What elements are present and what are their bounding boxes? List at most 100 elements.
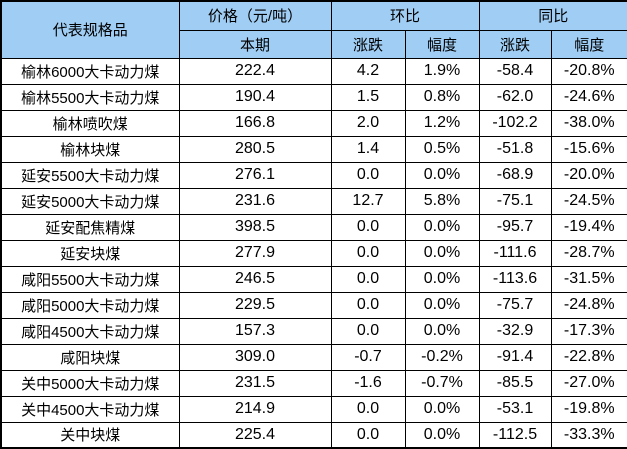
table-header: 代表规格品 价格（元/吨） 环比 同比 本期 涨跌 幅度 涨跌 幅度 — [0, 0, 627, 59]
yoy-rate-cell: -31.5% — [550, 265, 627, 293]
yoy-change-cell: -85.5 — [478, 369, 552, 397]
table-row: 延安块煤 277.9 0.0 0.0% -111.6 -28.7% — [0, 239, 627, 267]
price-current-cell: 398.5 — [178, 213, 332, 241]
table-row: 榆林喷吹煤 166.8 2.0 1.2% -102.2 -38.0% — [0, 109, 627, 137]
product-name-cell: 咸阳5000大卡动力煤 — [0, 291, 180, 319]
yoy-change-cell: -53.1 — [478, 395, 552, 423]
price-current-cell: 246.5 — [178, 265, 332, 293]
price-current-cell: 231.6 — [178, 187, 332, 215]
mom-change-cell: -0.7 — [330, 343, 406, 371]
mom-change-cell: 0.0 — [330, 265, 406, 293]
yoy-change-cell: -75.7 — [478, 291, 552, 319]
yoy-change-cell: -75.1 — [478, 187, 552, 215]
yoy-rate-cell: -28.7% — [550, 239, 627, 267]
yoy-rate-cell: -19.8% — [550, 395, 627, 423]
product-name-cell: 榆林块煤 — [0, 135, 180, 163]
header-price-current: 本期 — [178, 29, 332, 59]
price-current-cell: 277.9 — [178, 239, 332, 267]
header-product: 代表规格品 — [0, 0, 180, 59]
header-mom-change: 涨跌 — [330, 29, 406, 59]
product-name-cell: 延安配焦精煤 — [0, 213, 180, 241]
yoy-rate-cell: -38.0% — [550, 109, 627, 137]
yoy-change-cell: -51.8 — [478, 135, 552, 163]
yoy-rate-cell: -22.8% — [550, 343, 627, 371]
product-name-cell: 关中块煤 — [0, 421, 180, 449]
header-yoy-change: 涨跌 — [478, 29, 552, 59]
yoy-change-cell: -113.6 — [478, 265, 552, 293]
table-row: 关中块煤 225.4 0.0 0.0% -112.5 -33.3% — [0, 421, 627, 449]
product-name-cell: 关中5000大卡动力煤 — [0, 369, 180, 397]
mom-change-cell: 0.0 — [330, 317, 406, 345]
product-name-cell: 榆林5500大卡动力煤 — [0, 83, 180, 111]
mom-rate-cell: 0.5% — [404, 135, 480, 163]
header-sub-row: 本期 涨跌 幅度 涨跌 幅度 — [1, 29, 627, 59]
product-name-cell: 咸阳5500大卡动力煤 — [0, 265, 180, 293]
mom-change-cell: 4.2 — [330, 57, 406, 85]
product-name-cell: 咸阳4500大卡动力煤 — [0, 317, 180, 345]
mom-rate-cell: 0.0% — [404, 291, 480, 319]
mom-rate-cell: 0.0% — [404, 239, 480, 267]
price-current-cell: 229.5 — [178, 291, 332, 319]
mom-change-cell: 1.4 — [330, 135, 406, 163]
header-price-group: 价格（元/吨） — [178, 0, 332, 31]
price-current-cell: 190.4 — [178, 83, 332, 111]
price-current-cell: 157.3 — [178, 317, 332, 345]
product-name-cell: 延安块煤 — [0, 239, 180, 267]
price-current-cell: 231.5 — [178, 369, 332, 397]
table-row: 延安配焦精煤 398.5 0.0 0.0% -95.7 -19.4% — [0, 213, 627, 241]
mom-change-cell: 0.0 — [330, 161, 406, 189]
table-row: 延安5500大卡动力煤 276.1 0.0 0.0% -68.9 -20.0% — [0, 161, 627, 189]
mom-rate-cell: 1.9% — [404, 57, 480, 85]
mom-rate-cell: 0.0% — [404, 395, 480, 423]
product-name-cell: 关中4500大卡动力煤 — [0, 395, 180, 423]
yoy-rate-cell: -20.8% — [550, 57, 627, 85]
header-yoy-rate: 幅度 — [550, 29, 627, 59]
table-row: 榆林5500大卡动力煤 190.4 1.5 0.8% -62.0 -24.6% — [0, 83, 627, 111]
mom-change-cell: 12.7 — [330, 187, 406, 215]
table-row: 咸阳块煤 309.0 -0.7 -0.2% -91.4 -22.8% — [0, 343, 627, 371]
yoy-change-cell: -62.0 — [478, 83, 552, 111]
mom-change-cell: 0.0 — [330, 213, 406, 241]
yoy-change-cell: -91.4 — [478, 343, 552, 371]
mom-change-cell: -1.6 — [330, 369, 406, 397]
mom-rate-cell: -0.2% — [404, 343, 480, 371]
yoy-change-cell: -111.6 — [478, 239, 552, 267]
price-current-cell: 214.9 — [178, 395, 332, 423]
yoy-rate-cell: -24.8% — [550, 291, 627, 319]
header-yoy-group: 同比 — [478, 0, 627, 31]
price-current-cell: 276.1 — [178, 161, 332, 189]
table-row: 咸阳5500大卡动力煤 246.5 0.0 0.0% -113.6 -31.5% — [0, 265, 627, 293]
mom-change-cell: 0.0 — [330, 239, 406, 267]
yoy-rate-cell: -24.6% — [550, 83, 627, 111]
table-row: 延安5000大卡动力煤 231.6 12.7 5.8% -75.1 -24.5% — [0, 187, 627, 215]
table-row: 咸阳4500大卡动力煤 157.3 0.0 0.0% -32.9 -17.3% — [0, 317, 627, 345]
mom-change-cell: 2.0 — [330, 109, 406, 137]
table-body: 榆林6000大卡动力煤 222.4 4.2 1.9% -58.4 -20.8% 榆林5500… — [0, 57, 627, 449]
mom-rate-cell: 5.8% — [404, 187, 480, 215]
product-name-cell: 延安5500大卡动力煤 — [0, 161, 180, 189]
mom-rate-cell: 0.0% — [404, 317, 480, 345]
price-current-cell: 309.0 — [178, 343, 332, 371]
table-row: 关中5000大卡动力煤 231.5 -1.6 -0.7% -85.5 -27.0% — [0, 369, 627, 397]
mom-rate-cell: 1.2% — [404, 109, 480, 137]
header-mom-group: 环比 — [330, 0, 480, 31]
mom-change-cell: 0.0 — [330, 421, 406, 449]
mom-change-cell: 0.0 — [330, 291, 406, 319]
price-current-cell: 222.4 — [178, 57, 332, 85]
yoy-change-cell: -112.5 — [478, 421, 552, 449]
price-current-cell: 280.5 — [178, 135, 332, 163]
yoy-rate-cell: -19.4% — [550, 213, 627, 241]
yoy-rate-cell: -17.3% — [550, 317, 627, 345]
mom-change-cell: 0.0 — [330, 395, 406, 423]
product-name-cell: 咸阳块煤 — [0, 343, 180, 371]
yoy-rate-cell: -24.5% — [550, 187, 627, 215]
price-current-cell: 166.8 — [178, 109, 332, 137]
product-name-cell: 榆林喷吹煤 — [0, 109, 180, 137]
yoy-rate-cell: -33.3% — [550, 421, 627, 449]
mom-rate-cell: 0.8% — [404, 83, 480, 111]
yoy-rate-cell: -27.0% — [550, 369, 627, 397]
mom-rate-cell: 0.0% — [404, 265, 480, 293]
yoy-change-cell: -58.4 — [478, 57, 552, 85]
yoy-change-cell: -32.9 — [478, 317, 552, 345]
yoy-rate-cell: -15.6% — [550, 135, 627, 163]
